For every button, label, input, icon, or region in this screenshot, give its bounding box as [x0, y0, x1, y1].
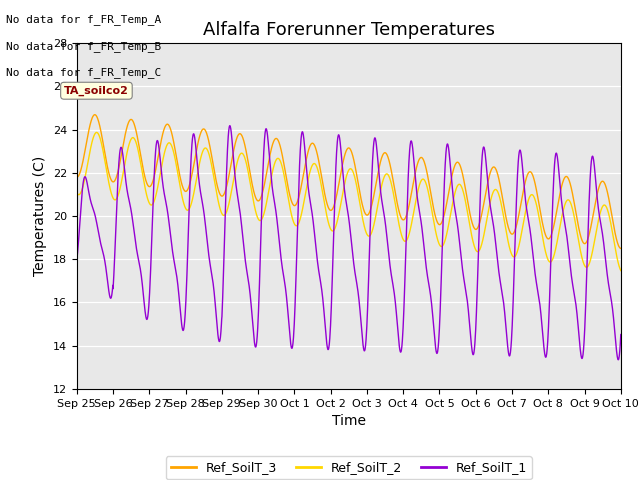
Text: TA_soilco2: TA_soilco2: [64, 85, 129, 96]
Y-axis label: Temperatures (C): Temperatures (C): [33, 156, 47, 276]
X-axis label: Time: Time: [332, 414, 366, 428]
Text: No data for f_FR_Temp_A: No data for f_FR_Temp_A: [6, 14, 162, 25]
Text: No data for f_FR_Temp_C: No data for f_FR_Temp_C: [6, 67, 162, 78]
Title: Alfalfa Forerunner Temperatures: Alfalfa Forerunner Temperatures: [203, 21, 495, 39]
Text: No data for f_FR_Temp_B: No data for f_FR_Temp_B: [6, 41, 162, 52]
Legend: Ref_SoilT_3, Ref_SoilT_2, Ref_SoilT_1: Ref_SoilT_3, Ref_SoilT_2, Ref_SoilT_1: [166, 456, 532, 480]
